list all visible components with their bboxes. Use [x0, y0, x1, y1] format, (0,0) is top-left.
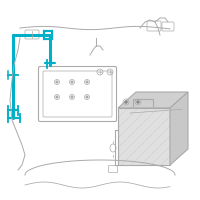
FancyBboxPatch shape: [43, 71, 112, 117]
Circle shape: [86, 96, 88, 98]
FancyBboxPatch shape: [147, 21, 161, 31]
Polygon shape: [170, 92, 188, 165]
FancyBboxPatch shape: [108, 166, 118, 172]
Polygon shape: [118, 92, 188, 108]
FancyBboxPatch shape: [38, 66, 116, 121]
Circle shape: [137, 101, 139, 103]
FancyBboxPatch shape: [162, 22, 174, 31]
Bar: [118, 108, 170, 165]
Circle shape: [125, 101, 127, 103]
Circle shape: [71, 96, 73, 98]
Circle shape: [56, 96, 58, 98]
Circle shape: [56, 81, 58, 83]
FancyBboxPatch shape: [25, 30, 39, 39]
Circle shape: [86, 81, 88, 83]
Circle shape: [71, 81, 73, 83]
